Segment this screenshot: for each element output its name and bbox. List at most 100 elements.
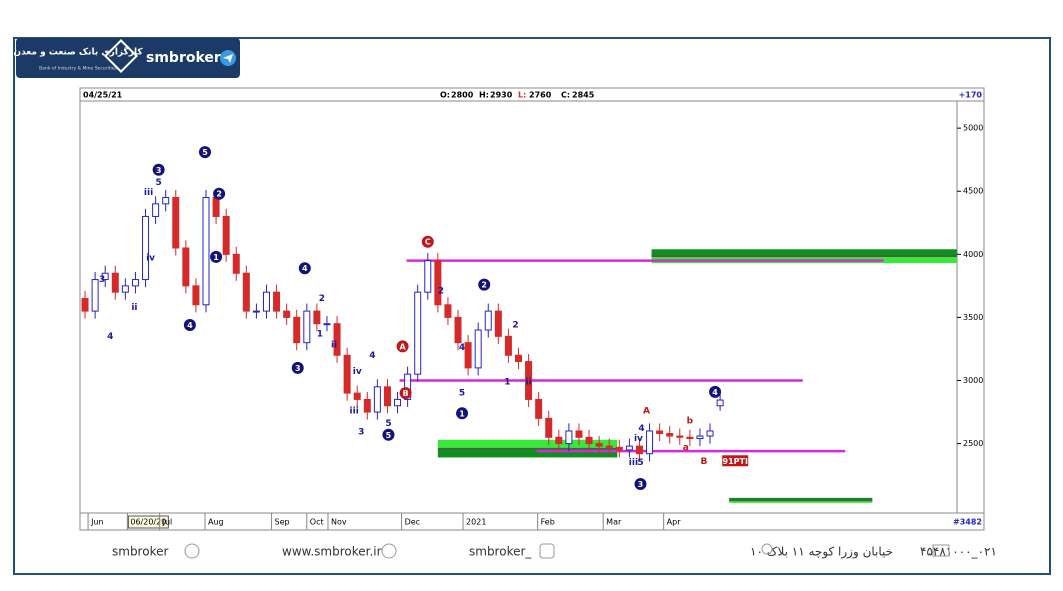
wave-marker	[634, 477, 647, 490]
wave-marker	[478, 278, 491, 291]
cursor-date-box	[127, 515, 169, 529]
wave-label: iii	[350, 406, 359, 416]
tag-box	[722, 455, 749, 467]
wave-label: 4	[369, 351, 375, 361]
wave-label: iii	[144, 188, 153, 198]
wave-label: 1	[504, 377, 510, 387]
wave-label: 5	[202, 148, 208, 157]
wave-label: 2	[319, 294, 325, 304]
wave-label: 3	[638, 480, 644, 489]
candle-body	[192, 285, 200, 306]
candle-body	[464, 342, 472, 369]
candle-body	[172, 197, 180, 249]
zone-bottom	[437, 448, 618, 458]
zone-top	[651, 249, 957, 257]
wave-label: ii	[525, 377, 531, 387]
y-tick-label: 4500	[963, 187, 983, 196]
footer-address: خیابان وزرا کوچه ۱۱ بلاک ۱۰	[750, 545, 893, 560]
y-tick-label: 3000	[963, 376, 983, 385]
candle-body	[262, 291, 270, 312]
candle-body	[474, 329, 482, 369]
candle-body	[656, 430, 664, 435]
candle-body	[414, 291, 422, 375]
chart-box	[79, 87, 985, 531]
candle-body	[222, 215, 230, 255]
info-high: 2930	[490, 91, 513, 100]
wave-marker	[198, 146, 211, 159]
y-tick-label: 2500	[963, 439, 983, 448]
wave-marker	[399, 387, 412, 400]
info-low-label: L:	[518, 91, 526, 100]
location-icon	[761, 543, 773, 555]
logo-icon	[104, 39, 138, 73]
info-date: 04/25/21	[83, 91, 123, 100]
header-box	[16, 38, 240, 78]
wave-label: A	[399, 342, 406, 351]
zone-bottom	[729, 500, 873, 503]
wave-label: C	[425, 238, 431, 247]
wave-label: b	[687, 416, 694, 426]
candle-body	[343, 354, 351, 394]
wave-label: 2	[512, 320, 518, 330]
candle-body	[252, 310, 260, 313]
instagram-icon	[539, 543, 555, 559]
candle-body	[545, 417, 553, 438]
footer: smbroker www.smbroker.ir smbroker_ خیابا…	[112, 543, 997, 560]
x-tick-label: 2021	[466, 518, 486, 527]
tag-label: 91PTI	[723, 457, 748, 466]
candle-body	[232, 253, 240, 274]
candle-body	[283, 310, 291, 318]
wave-label: 5	[637, 458, 643, 468]
logo-en: Bank of Industry & Mine Securities	[39, 66, 117, 72]
wave-label: 4	[107, 332, 113, 342]
candle-body	[565, 430, 573, 445]
wave-label: A	[643, 406, 650, 416]
y-tick-label: 5000	[963, 124, 983, 133]
info-close: 2845	[572, 91, 595, 100]
wave-label: B	[403, 389, 409, 398]
candle-body	[454, 316, 462, 344]
x-tick-label: Dec	[405, 518, 420, 527]
wave-marker	[210, 250, 223, 263]
candle-body	[646, 430, 654, 455]
zone-top	[437, 439, 618, 449]
x-tick-label: Oct	[310, 518, 324, 527]
wave-label: 5	[385, 419, 391, 429]
brand: smbroker	[146, 50, 221, 66]
candle-body	[293, 316, 301, 344]
wave-label: 2	[438, 286, 444, 296]
candle-body	[525, 361, 533, 400]
candle-body	[494, 310, 502, 337]
candle-body	[615, 446, 623, 451]
candle-body	[101, 272, 109, 281]
footer-site: www.smbroker.ir	[282, 545, 382, 559]
wave-label: B	[701, 457, 708, 467]
wave-label: 4	[638, 424, 644, 434]
candle-body	[212, 197, 220, 217]
info-change: +170	[959, 91, 983, 100]
candle-body	[353, 392, 361, 400]
wave-label: 5	[459, 389, 465, 399]
candle-body	[373, 386, 381, 413]
info-low: 2760	[529, 91, 552, 100]
candle-body	[242, 272, 250, 312]
info-high-label: H:	[479, 91, 489, 100]
candle-body	[323, 323, 331, 326]
candle-body	[716, 399, 724, 407]
wave-label: iv	[353, 367, 362, 377]
candle-body	[444, 304, 452, 318]
candle-body	[162, 197, 170, 205]
wave-label: ii	[331, 341, 337, 351]
candle-body	[131, 279, 139, 287]
candle-body	[121, 285, 129, 293]
wave-label: 1	[459, 409, 465, 418]
footer-brand: smbroker	[112, 545, 168, 559]
candle-body	[273, 291, 281, 312]
x-tick-label: Aug	[208, 518, 224, 527]
zone-top	[729, 497, 873, 501]
wave-label: 3	[358, 428, 364, 438]
wave-label: 2	[481, 281, 487, 290]
wave-label: 4	[712, 388, 718, 397]
x-tick-label: Mar	[606, 518, 622, 527]
candle-body	[605, 445, 613, 448]
